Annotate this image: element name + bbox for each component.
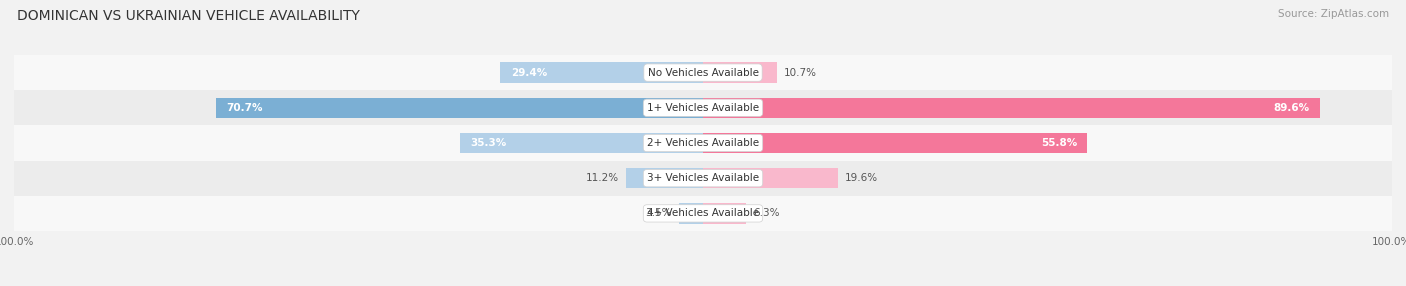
Bar [217,98,703,118]
Text: Source: ZipAtlas.com: Source: ZipAtlas.com [1278,9,1389,19]
Bar [703,62,776,83]
Text: 11.2%: 11.2% [586,173,619,183]
Text: 35.3%: 35.3% [470,138,506,148]
Text: 4+ Vehicles Available: 4+ Vehicles Available [647,208,759,219]
Bar [14,125,1392,161]
Text: 29.4%: 29.4% [510,67,547,78]
Text: 55.8%: 55.8% [1040,138,1077,148]
Bar [14,161,1392,196]
Text: DOMINICAN VS UKRAINIAN VEHICLE AVAILABILITY: DOMINICAN VS UKRAINIAN VEHICLE AVAILABIL… [17,9,360,23]
Text: 3.5%: 3.5% [645,208,672,219]
Text: 19.6%: 19.6% [845,173,877,183]
Text: 3+ Vehicles Available: 3+ Vehicles Available [647,173,759,183]
Bar [703,133,1087,153]
Bar [703,203,747,224]
Text: 2+ Vehicles Available: 2+ Vehicles Available [647,138,759,148]
Text: 89.6%: 89.6% [1274,103,1310,113]
Bar [703,168,838,188]
Bar [501,62,703,83]
Bar [14,196,1392,231]
Text: 10.7%: 10.7% [783,67,817,78]
Bar [14,90,1392,125]
Bar [460,133,703,153]
Bar [626,168,703,188]
Text: No Vehicles Available: No Vehicles Available [648,67,758,78]
Text: 70.7%: 70.7% [226,103,263,113]
Bar [703,98,1320,118]
Bar [14,55,1392,90]
Text: 1+ Vehicles Available: 1+ Vehicles Available [647,103,759,113]
Bar [679,203,703,224]
Text: 6.3%: 6.3% [754,208,780,219]
